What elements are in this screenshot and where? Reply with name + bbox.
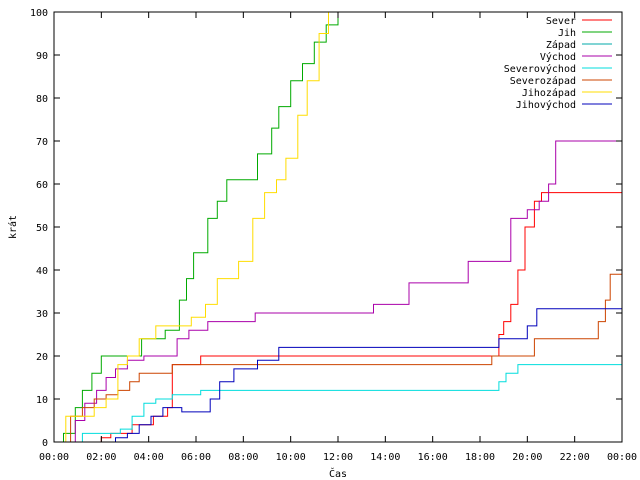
x-tick-label: 10:00: [276, 452, 306, 463]
x-tick-label: 08:00: [228, 452, 258, 463]
y-tick-label: 70: [36, 137, 48, 148]
x-tick-label: 18:00: [465, 452, 495, 463]
y-tick-label: 50: [36, 223, 48, 234]
axis-ticks: [53, 11, 623, 443]
y-tick-label: 20: [36, 352, 48, 363]
series-line: [54, 11, 622, 443]
legend-label: Západ: [546, 39, 576, 51]
legend-label: Jih: [558, 28, 576, 39]
y-axis-label: krát: [7, 215, 19, 239]
y-tick-label: 100: [30, 8, 48, 19]
axis-tick-labels: 0 10 20 30 40 50 60 70 80 90 100 00:00 02:00 04:00 06:…: [30, 8, 637, 463]
x-axis-label: Čas: [329, 467, 347, 480]
x-tick-label: 00:00: [39, 452, 69, 463]
series-line: [54, 192, 622, 443]
series-line: [54, 140, 622, 443]
legend-label: Jihozápad: [522, 87, 576, 99]
x-tick-label: 04:00: [134, 452, 164, 463]
legend-label: Severovýchod: [504, 63, 576, 75]
x-tick-label: 22:00: [560, 452, 590, 463]
legend: SeverJihZápadVýchodSeverovýchodSeverozáp…: [504, 16, 612, 111]
y-tick-label: 0: [42, 438, 48, 449]
y-tick-label: 90: [36, 51, 48, 62]
x-tick-label: 16:00: [418, 452, 448, 463]
x-tick-label: 20:00: [512, 452, 542, 463]
series-line: [54, 11, 622, 443]
x-tick-label: 14:00: [370, 452, 400, 463]
series-line: [54, 308, 622, 443]
legend-label: Východ: [540, 51, 576, 63]
y-tick-label: 40: [36, 266, 48, 277]
y-tick-label: 10: [36, 395, 48, 406]
x-tick-label: 00:00: [607, 452, 637, 463]
y-tick-label: 30: [36, 309, 48, 320]
legend-label: Sever: [546, 16, 576, 27]
legend-label: Severozápad: [510, 75, 576, 87]
series-line: [54, 364, 622, 443]
x-tick-label: 12:00: [323, 452, 353, 463]
x-tick-label: 06:00: [181, 452, 211, 463]
y-tick-label: 60: [36, 180, 48, 191]
series-line: [54, 273, 622, 443]
x-tick-label: 02:00: [86, 452, 116, 463]
legend-label: Jihovýchod: [516, 99, 576, 111]
y-tick-label: 80: [36, 94, 48, 105]
